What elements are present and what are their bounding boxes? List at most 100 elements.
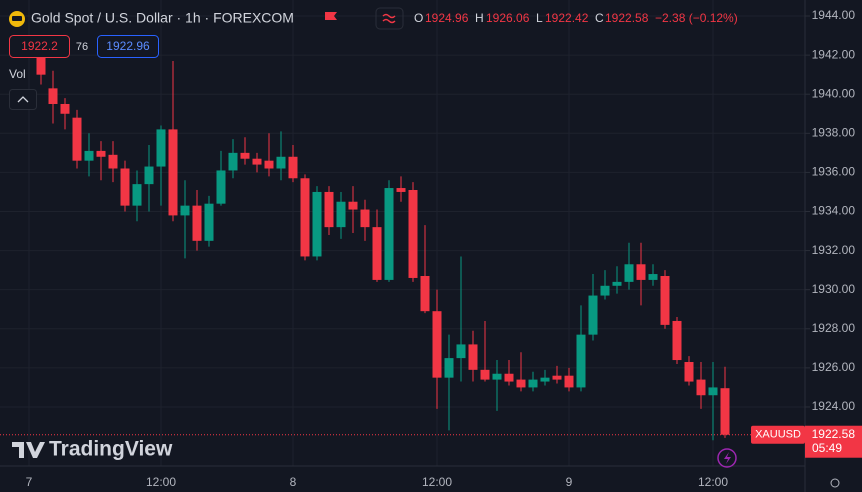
collapse-button[interactable] bbox=[9, 89, 37, 110]
candle-body bbox=[168, 129, 178, 216]
candle-body bbox=[636, 264, 646, 280]
alert-icon[interactable] bbox=[717, 448, 737, 468]
candle-body bbox=[660, 276, 670, 325]
candle-body bbox=[48, 88, 58, 104]
candles bbox=[0, 45, 805, 441]
candle-body bbox=[684, 362, 694, 382]
sell-price: 1922.2 bbox=[21, 39, 58, 53]
candle-body bbox=[696, 379, 706, 396]
candle-body bbox=[228, 152, 238, 171]
y-tick-label: 1926.00 bbox=[812, 360, 856, 374]
candle-body bbox=[348, 201, 358, 210]
last-price-box bbox=[805, 425, 862, 458]
compare-icon bbox=[382, 13, 396, 24]
candle-body bbox=[276, 156, 286, 169]
open-label: O bbox=[414, 11, 423, 25]
y-tick-label: 1938.00 bbox=[812, 125, 856, 139]
compare-button[interactable] bbox=[375, 7, 404, 30]
candle-body bbox=[624, 264, 634, 282]
candle-body bbox=[360, 209, 370, 228]
symbol-tag: XAUUSD bbox=[755, 429, 801, 441]
y-tick-label: 1942.00 bbox=[812, 47, 856, 61]
x-tick-label: 12:00 bbox=[422, 475, 452, 489]
candle-body bbox=[72, 117, 82, 161]
high-label: H bbox=[475, 11, 484, 25]
countdown: 05:49 bbox=[812, 441, 842, 455]
open-value: 1924.96 bbox=[425, 11, 469, 25]
candle-body bbox=[324, 191, 334, 228]
buy-button[interactable] bbox=[97, 35, 159, 58]
settings-icon[interactable] bbox=[830, 478, 840, 488]
x-tick-label: 8 bbox=[290, 475, 297, 489]
candle-body bbox=[288, 156, 298, 179]
x-tick-label: 7 bbox=[26, 475, 33, 489]
buy-price: 1922.96 bbox=[106, 39, 150, 53]
candle-body bbox=[408, 189, 418, 278]
symbol-icon-bar bbox=[12, 16, 22, 21]
close-value: 1922.58 bbox=[605, 11, 649, 25]
candle-body bbox=[396, 188, 406, 192]
candle-body bbox=[468, 344, 478, 370]
grid bbox=[0, 0, 805, 466]
volume-label: Vol bbox=[9, 67, 26, 81]
candle-body bbox=[300, 178, 310, 257]
candle-body bbox=[216, 170, 226, 204]
candle-body bbox=[108, 154, 118, 169]
candle-body bbox=[564, 375, 574, 388]
candle-body bbox=[144, 166, 154, 185]
symbol-tag-box bbox=[751, 425, 805, 444]
flag-icon[interactable] bbox=[325, 12, 337, 20]
high-value: 1926.06 bbox=[486, 11, 530, 25]
candle-body bbox=[60, 103, 70, 114]
candle-body bbox=[588, 295, 598, 335]
candle-body bbox=[252, 158, 262, 165]
candle-body bbox=[600, 285, 610, 296]
candle-body bbox=[36, 55, 46, 75]
candle-body bbox=[120, 168, 130, 206]
candle-body bbox=[492, 373, 502, 380]
candle-body bbox=[180, 205, 190, 216]
candle-body bbox=[576, 334, 586, 388]
candle-body bbox=[480, 369, 490, 380]
candle-body bbox=[444, 358, 454, 378]
candle-body bbox=[156, 129, 166, 167]
watermark-logo bbox=[12, 442, 45, 458]
candle-body bbox=[432, 311, 442, 378]
candle-body bbox=[672, 320, 682, 361]
candle-body bbox=[456, 344, 466, 359]
x-tick-label: 12:00 bbox=[146, 475, 176, 489]
candle-body bbox=[540, 377, 550, 382]
y-tick-label: 1932.00 bbox=[812, 243, 856, 257]
candle-body bbox=[84, 150, 94, 161]
candle-body bbox=[504, 373, 514, 382]
candle-body bbox=[384, 188, 394, 280]
y-tick-label: 1930.00 bbox=[812, 282, 856, 296]
last-price-label: 1922.58 bbox=[812, 427, 856, 441]
sell-button[interactable] bbox=[9, 35, 70, 58]
y-tick-label: 1944.00 bbox=[812, 8, 856, 22]
y-tick-label: 1940.00 bbox=[812, 86, 856, 100]
candle-body bbox=[516, 379, 526, 388]
candle-body bbox=[240, 152, 250, 159]
x-tick-label: 9 bbox=[566, 475, 573, 489]
watermark: TradingView bbox=[49, 438, 173, 461]
candle-body bbox=[312, 191, 322, 257]
candle-body bbox=[648, 274, 658, 280]
symbol-title[interactable]: Gold Spot / U.S. Dollar · 1h · FOREXCOM bbox=[31, 10, 294, 26]
collapse-icon bbox=[17, 96, 29, 103]
candle-body bbox=[264, 160, 274, 169]
candle-body bbox=[132, 184, 142, 206]
y-tick-label: 1924.00 bbox=[812, 399, 856, 413]
price-axis: 1924.00 1926.00 1928.00 1930.00 1932.00 1934.… bbox=[805, 8, 855, 413]
x-tick-label: 12:00 bbox=[698, 475, 728, 489]
time-axis: 7 12:00 8 12:00 9 12:00 bbox=[26, 475, 729, 489]
close-label: C bbox=[595, 11, 604, 25]
change-value: −2.38 (−0.12%) bbox=[655, 11, 738, 25]
candle-body bbox=[192, 205, 202, 241]
candle-body bbox=[552, 375, 562, 380]
alert-icon-bolt bbox=[724, 452, 731, 464]
candle-body bbox=[336, 201, 346, 228]
spread: 76 bbox=[76, 41, 88, 53]
